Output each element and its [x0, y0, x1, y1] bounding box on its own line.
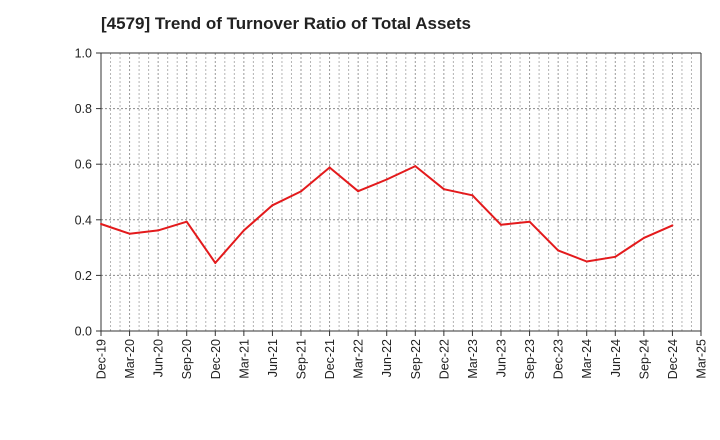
x-tick-label: Dec-23: [552, 339, 566, 379]
line-layer: [100, 165, 674, 264]
data-point: [214, 261, 217, 264]
x-tick-label: Mar-25: [695, 339, 709, 379]
y-tick-label: 0.8: [75, 102, 92, 116]
data-point: [271, 204, 274, 207]
x-tick-label: Jun-22: [380, 339, 394, 377]
x-tick-label: Sep-22: [409, 339, 423, 379]
data-point: [414, 165, 417, 168]
data-point: [642, 236, 645, 239]
x-tick-label: Jun-24: [609, 339, 623, 377]
x-tick-label: Dec-24: [666, 339, 680, 379]
data-point: [357, 190, 360, 193]
data-point: [585, 260, 588, 263]
x-tick-label: Sep-23: [523, 339, 537, 379]
label-layer: 0.0 0.2 0.4 0.6 0.8 1.0 Dec-19 Mar-20 Jun-20 Sep-…: [75, 47, 709, 380]
data-point: [100, 223, 102, 225]
y-tick-label: 0.2: [75, 269, 92, 283]
y-tick-label: 1.0: [75, 47, 92, 61]
x-tick-label: Mar-20: [123, 339, 137, 379]
x-tick-label: Mar-22: [352, 339, 366, 379]
data-point: [128, 232, 131, 235]
data-point: [528, 220, 531, 223]
data-point: [242, 229, 245, 232]
x-tick-label: Jun-23: [495, 339, 509, 377]
data-point: [157, 229, 160, 232]
data-point: [385, 178, 388, 181]
x-tick-label: Dec-22: [437, 339, 451, 379]
x-tick-label: Jun-21: [266, 339, 280, 377]
data-point: [500, 223, 502, 226]
data-point: [442, 188, 445, 191]
data-point: [614, 255, 617, 258]
data-point: [671, 224, 674, 227]
chart-title: [4579] Trend of Turnover Ratio of Total …: [101, 14, 471, 33]
y-tick-label: 0.6: [75, 158, 92, 172]
x-tick-label: Jun-20: [152, 339, 166, 377]
data-point: [471, 194, 474, 197]
x-tick-label: Sep-21: [295, 339, 309, 379]
x-tick-label: Sep-20: [180, 339, 194, 379]
x-tick-label: Dec-21: [323, 339, 337, 379]
x-tick-label: Dec-20: [209, 339, 223, 379]
grid-layer: [101, 52, 702, 331]
x-tick-label: Mar-23: [466, 339, 480, 379]
data-point: [557, 249, 560, 252]
x-tick-label: Sep-24: [637, 339, 651, 379]
x-tick-label: Mar-21: [237, 339, 251, 379]
data-point: [185, 220, 188, 223]
x-tick-label: Dec-19: [95, 339, 109, 379]
y-tick-label: 0.4: [75, 213, 92, 227]
data-point: [328, 166, 331, 169]
y-tick-label: 0.0: [75, 325, 92, 339]
axis-layer: [96, 52, 702, 336]
data-point: [300, 190, 302, 193]
x-tick-label: Mar-24: [580, 339, 594, 379]
